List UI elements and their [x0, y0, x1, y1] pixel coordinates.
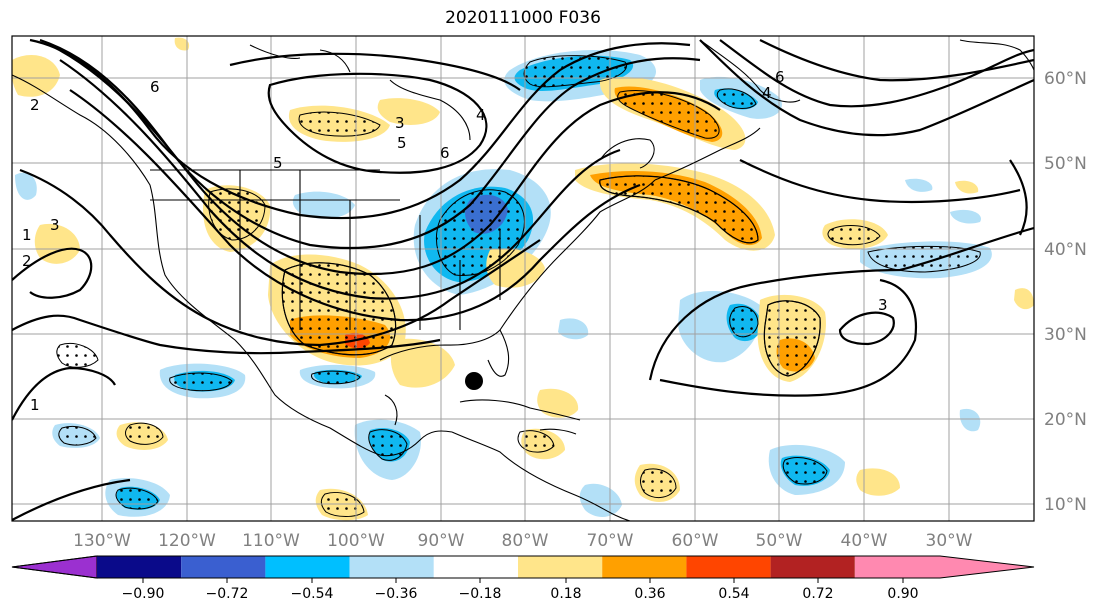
- map-title: 2020111000 F036: [445, 8, 601, 28]
- latitude-labels: 60°N 50°N 40°N 30°N 20°N 10°N: [1044, 69, 1087, 515]
- colorbar-tick-label: 0.54: [718, 586, 749, 602]
- colorbar-tick-label: −0.18: [459, 586, 502, 602]
- lat-label: 30°N: [1044, 325, 1087, 345]
- lat-label: 50°N: [1044, 154, 1087, 174]
- lon-label: 110°W: [242, 531, 300, 551]
- lon-label: 40°W: [841, 531, 888, 551]
- contour-label: 3: [395, 114, 405, 132]
- colorbar-tick-label: 0.36: [634, 586, 665, 602]
- contour-label: 2: [30, 96, 40, 114]
- contour-label: 3: [50, 216, 60, 234]
- lon-label: 70°W: [587, 531, 634, 551]
- lon-label: 90°W: [418, 531, 465, 551]
- contour-label: 6: [150, 78, 160, 96]
- storm-location-marker: [465, 372, 483, 390]
- lat-label: 40°N: [1044, 240, 1087, 260]
- colorbar-tick-label: 0.72: [802, 586, 833, 602]
- lat-label: 10°N: [1044, 495, 1087, 515]
- colorbar-ticks: [142, 578, 904, 583]
- lon-label: 130°W: [73, 531, 131, 551]
- colorbar-segment: [433, 556, 518, 578]
- colorbar-tick-label: 0.90: [887, 586, 918, 602]
- contour-labels: 6 5 4 6 5 3 2 1 3 1 4 2 3 6: [22, 68, 888, 414]
- significance-outlines: [281, 175, 821, 377]
- colorbar-extend-low: [11, 555, 98, 579]
- colorbar-tick-label: −0.54: [291, 586, 334, 602]
- contour-label: 5: [273, 154, 283, 172]
- colorbar-segment: [686, 556, 771, 578]
- lon-label: 100°W: [327, 531, 385, 551]
- contour-label: 1: [30, 396, 40, 414]
- colorbar-segment: [770, 556, 855, 578]
- contour-label: 1: [22, 226, 32, 244]
- colorbar-segment: [349, 556, 434, 578]
- significance-stippling: [56, 55, 981, 517]
- colorbar-tick-label: 0.18: [550, 586, 581, 602]
- colorbar-tick-label: −0.72: [206, 586, 249, 602]
- lon-label: 120°W: [158, 531, 216, 551]
- lon-label: 80°W: [502, 531, 549, 551]
- contour-label: 3: [878, 296, 888, 314]
- colorbar-segment: [97, 556, 182, 578]
- colorbar-outline: [11, 555, 1035, 579]
- lon-label: 30°W: [926, 531, 973, 551]
- contour-label: 2: [22, 252, 32, 270]
- contour-label: 4: [476, 106, 486, 124]
- contour-label: 4: [762, 84, 772, 102]
- colorbar-segment: [602, 556, 687, 578]
- colorbar-segment: [265, 556, 350, 578]
- height-contours: [12, 38, 1034, 521]
- coastlines: [12, 39, 1034, 521]
- lon-label: 50°W: [756, 531, 803, 551]
- colorbar-segment: [518, 556, 603, 578]
- colorbar-tick-label: −0.90: [122, 586, 165, 602]
- contour-label: 5: [397, 134, 407, 152]
- longitude-labels: 130°W 120°W 110°W 100°W 90°W 80°W 70°W 6…: [73, 531, 973, 551]
- colorbar-segment: [181, 556, 266, 578]
- colorbar-tick-label: −0.36: [375, 586, 418, 602]
- map-panel: 6 5 4 6 5 3 2 1 3 1 4 2 3 6: [12, 36, 1034, 521]
- contour-label: 6: [440, 144, 450, 162]
- lat-label: 20°N: [1044, 410, 1087, 430]
- contour-label: 6: [775, 68, 785, 86]
- colorbar-segment: [855, 556, 940, 578]
- lon-label: 60°W: [672, 531, 719, 551]
- map-frame: [11, 35, 1035, 522]
- lat-label: 60°N: [1044, 69, 1087, 89]
- colorbar: −0.90 −0.72 −0.54 −0.36 −0.18 0.18 0.36 …: [11, 555, 1035, 602]
